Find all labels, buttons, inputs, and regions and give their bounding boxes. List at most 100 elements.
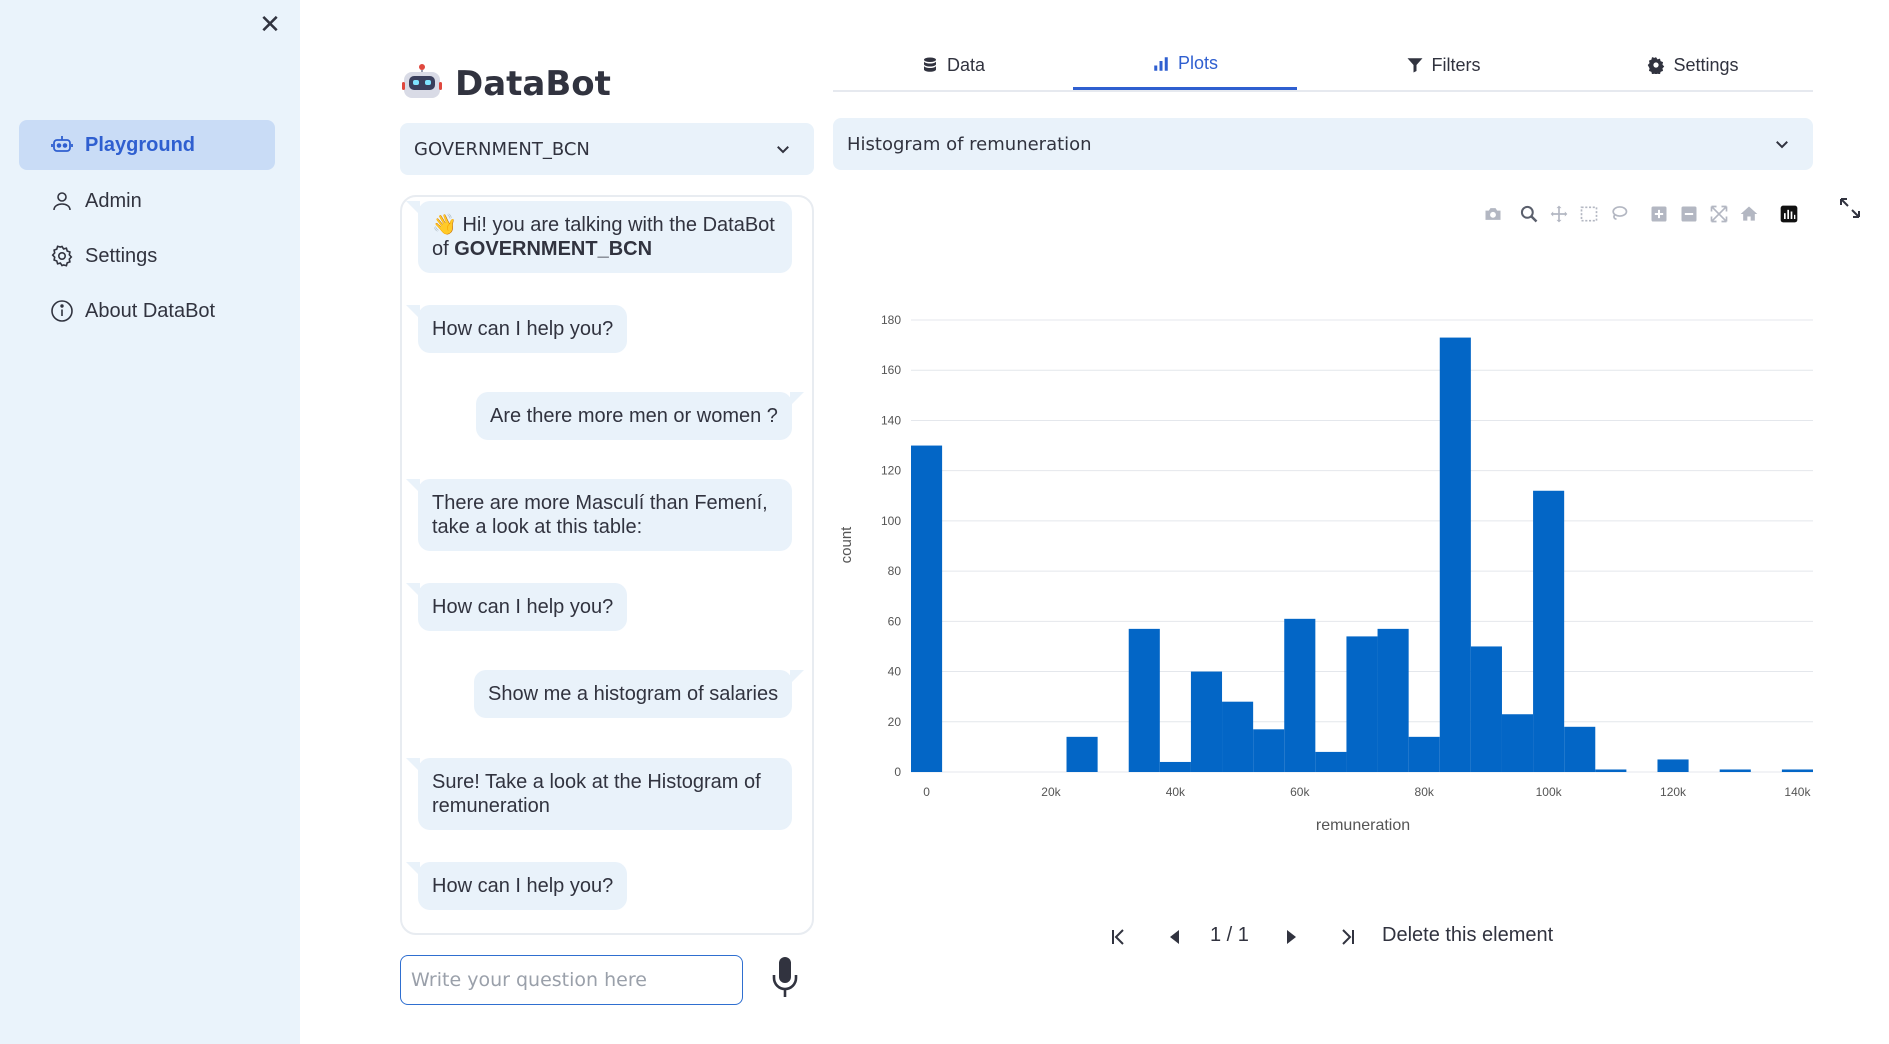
close-sidebar-button[interactable]: ✕ xyxy=(259,9,281,39)
zoom-icon[interactable] xyxy=(1518,203,1540,225)
chat-panel: 👋 Hi! you are talking with the DataBot o… xyxy=(400,195,814,935)
microphone-icon[interactable] xyxy=(770,955,800,999)
camera-icon[interactable] xyxy=(1482,203,1504,225)
chat-message-text: Show me a histogram of salaries xyxy=(488,683,779,705)
last-page-button[interactable] xyxy=(1336,925,1360,949)
chat-message-user: Are there more men or women ? xyxy=(476,392,804,440)
plot-select-value: Histogram of remuneration xyxy=(847,133,1092,155)
plotly-logo-icon[interactable] xyxy=(1778,203,1800,225)
histogram-bar[interactable] xyxy=(1066,736,1098,772)
tab-filters[interactable]: Filters xyxy=(1373,40,1513,90)
y-tick-label: 120 xyxy=(881,464,901,478)
tab-data[interactable]: Data xyxy=(893,40,1013,90)
bar-chart-icon xyxy=(1154,56,1168,71)
sidebar-item-playground[interactable]: Playground xyxy=(19,120,275,170)
next-page-button[interactable] xyxy=(1280,925,1304,949)
histogram-bar[interactable] xyxy=(1657,759,1689,772)
x-tick-label: 140k xyxy=(1784,785,1811,799)
histogram-bar[interactable] xyxy=(1377,628,1409,772)
question-input[interactable] xyxy=(400,955,743,1005)
info-icon xyxy=(47,299,77,323)
histogram-bar[interactable] xyxy=(1470,646,1502,772)
chat-message-text: 👋 Hi! you are talking with the DataBot o… xyxy=(432,214,775,260)
histogram-bar[interactable] xyxy=(1222,701,1254,772)
dataset-select[interactable]: GOVERNMENT_BCN xyxy=(400,123,814,175)
zoom-out-icon[interactable] xyxy=(1678,203,1700,225)
y-tick-label: 60 xyxy=(888,614,902,628)
reset-axes-icon[interactable] xyxy=(1738,203,1760,225)
fullscreen-icon[interactable] xyxy=(1838,196,1862,220)
x-tick-label: 40k xyxy=(1166,785,1186,799)
autoscale-icon[interactable] xyxy=(1708,203,1730,225)
tab-label: Filters xyxy=(1431,54,1481,75)
histogram-bar[interactable] xyxy=(1595,769,1627,772)
chat-message-bot: How can I help you? xyxy=(405,583,628,631)
chat-message-bot: How can I help you? xyxy=(405,305,628,353)
chevron-down-icon xyxy=(774,140,798,158)
histogram-bar[interactable] xyxy=(1346,636,1378,772)
tab-label: Plots xyxy=(1177,53,1219,73)
sidebar-item-label: Playground xyxy=(85,133,196,156)
y-tick-label: 40 xyxy=(888,665,902,679)
page-indicator: 1 / 1 xyxy=(1210,923,1249,946)
sidebar-item-label: Admin xyxy=(85,189,142,212)
box-select-icon[interactable] xyxy=(1578,203,1600,225)
robot-icon xyxy=(47,133,77,157)
tab-label: Data xyxy=(946,54,986,75)
tab-plots[interactable]: Plots xyxy=(1073,40,1297,90)
prev-page-button[interactable] xyxy=(1162,925,1186,949)
histogram-bar[interactable] xyxy=(1315,751,1347,772)
x-tick-label: 0 xyxy=(923,785,930,799)
sidebar-item-settings[interactable]: Settings xyxy=(19,231,275,281)
y-tick-label: 160 xyxy=(881,363,901,377)
histogram-chart[interactable]: 0 20 40 60 80 100 120 140 160 180 0 20k 40k 60k 80k 100… xyxy=(833,290,1823,850)
chat-message-text: How can I help you? xyxy=(432,596,614,618)
sidebar: ✕ Playground Admin Settings About DataBo… xyxy=(0,0,300,1044)
histogram-bar[interactable] xyxy=(1719,769,1751,772)
histogram-bar[interactable] xyxy=(1564,726,1596,772)
histogram-bar[interactable] xyxy=(1284,618,1316,772)
y-tick-label: 100 xyxy=(881,514,901,528)
tab-label: Settings xyxy=(1673,54,1739,75)
chat-message-bot: Sure! Take a look at the Histogram of re… xyxy=(406,758,792,830)
first-page-button[interactable] xyxy=(1106,925,1130,949)
histogram-bar[interactable] xyxy=(911,445,943,772)
chevron-down-icon xyxy=(1773,135,1797,153)
gear-icon xyxy=(47,244,77,268)
dataset-name-bold: GOVERNMENT_BCN xyxy=(454,238,653,260)
histogram-bar[interactable] xyxy=(1190,671,1223,772)
histogram-bar[interactable] xyxy=(1128,628,1160,772)
plot-modebar xyxy=(1478,200,1804,228)
x-tick-label: 80k xyxy=(1415,785,1435,799)
y-tick-label: 140 xyxy=(881,413,901,427)
histogram-bar[interactable] xyxy=(1253,729,1285,772)
y-tick-label: 80 xyxy=(888,564,902,578)
x-tick-label: 20k xyxy=(1041,785,1061,799)
tab-settings[interactable]: Settings xyxy=(1623,40,1763,90)
zoom-in-icon[interactable] xyxy=(1648,203,1670,225)
histogram-bar[interactable] xyxy=(1439,337,1471,772)
delete-element-button[interactable]: Delete this element xyxy=(1382,923,1554,946)
histogram-bar[interactable] xyxy=(1501,714,1534,772)
histogram-bar[interactable] xyxy=(1533,490,1565,772)
x-tick-label: 120k xyxy=(1660,785,1687,799)
lasso-icon[interactable] xyxy=(1608,203,1630,225)
sidebar-item-admin[interactable]: Admin xyxy=(19,176,275,226)
person-icon xyxy=(47,189,77,213)
filter-icon xyxy=(1407,58,1422,73)
histogram-bar[interactable] xyxy=(1408,736,1440,772)
histogram-bar[interactable] xyxy=(1781,769,1813,772)
histogram-bar[interactable] xyxy=(1159,761,1191,772)
y-axis-label: count xyxy=(838,526,855,564)
tab-bar: Data Plots Filters Settings xyxy=(833,40,1813,92)
gear-icon xyxy=(1648,57,1665,74)
pan-icon[interactable] xyxy=(1548,203,1570,225)
x-axis-label: remuneration xyxy=(1316,817,1410,834)
sidebar-item-label: Settings xyxy=(85,244,158,267)
sidebar-item-label: About DataBot xyxy=(85,299,216,322)
plot-select[interactable]: Histogram of remuneration xyxy=(833,118,1813,170)
sidebar-item-about[interactable]: About DataBot xyxy=(19,286,275,336)
chat-message-text: Are there more men or women ? xyxy=(490,405,778,427)
chat-message-bot: There are more Masculí than Femení, take… xyxy=(406,479,792,551)
chat-message-bot: How can I help you? xyxy=(405,862,628,910)
